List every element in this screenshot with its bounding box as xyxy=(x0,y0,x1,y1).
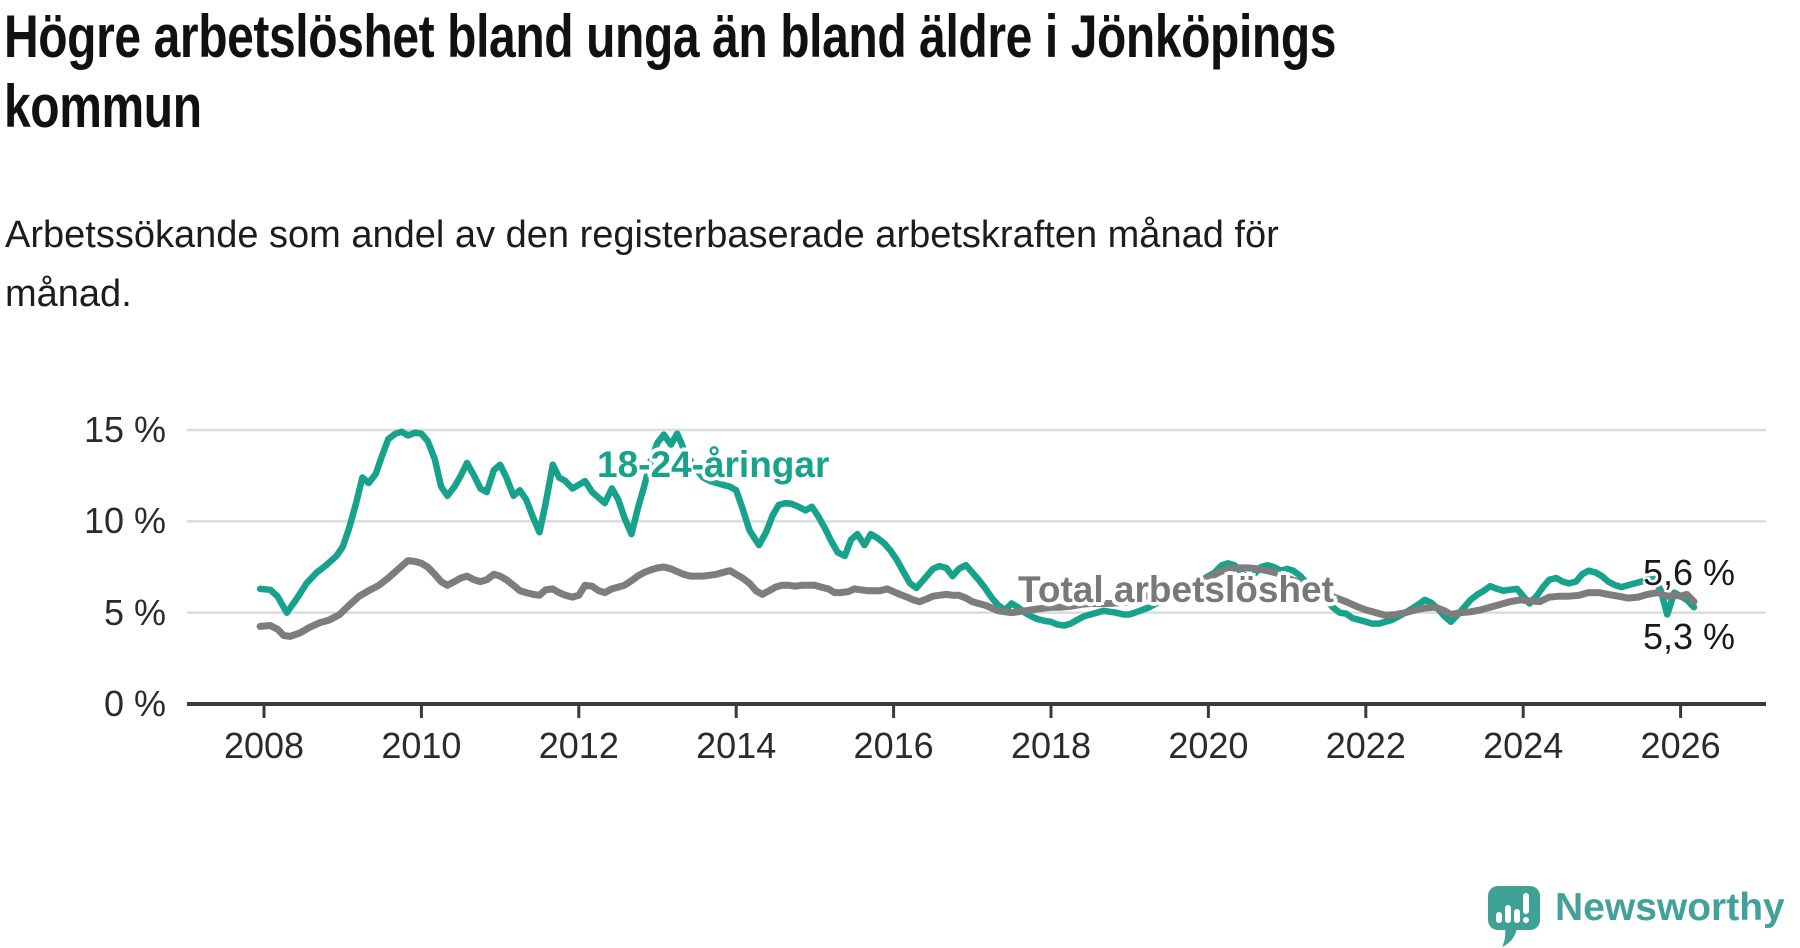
x-tick-label: 2024 xyxy=(1483,725,1564,766)
y-tick-label: 10 % xyxy=(83,500,166,542)
newsworthy-logo-icon xyxy=(1488,886,1540,947)
x-tick-label: 2022 xyxy=(1325,725,1406,766)
chart-subtitle: Arbetssökande som andel av den registerb… xyxy=(5,206,1279,324)
x-tick-label: 2014 xyxy=(696,725,777,766)
y-tick-label: 15 % xyxy=(83,408,166,450)
series-line-18-24 xyxy=(256,428,1698,629)
x-tick-label: 2018 xyxy=(1010,725,1092,766)
x-tick-label: 2012 xyxy=(538,725,619,766)
subtitle-line-2: månad. xyxy=(5,273,132,315)
title-line-2: kommun xyxy=(4,73,202,140)
newsworthy-logo: Newsworthy xyxy=(1488,886,1785,948)
x-tick-label: 2026 xyxy=(1640,725,1721,766)
end-value-label-total: 5,6 % xyxy=(1643,552,1736,593)
series-label-total: Total arbetslöshet xyxy=(1018,569,1334,610)
newsworthy-wordmark: Newsworthy xyxy=(1555,886,1785,929)
series-line-total xyxy=(256,557,1698,640)
title-line-1: Högre arbetslöshet bland unga än bland ä… xyxy=(4,3,1337,70)
x-tick-label: 2020 xyxy=(1168,725,1249,766)
y-tick-label: 0 % xyxy=(103,683,166,724)
x-tick-label: 2016 xyxy=(853,725,934,766)
subtitle-line-1: Arbetssökande som andel av den registerb… xyxy=(5,214,1279,256)
series-label-18-24: 18-24-åringar xyxy=(597,444,830,485)
x-tick-label: 2010 xyxy=(381,725,462,766)
page-title: Högre arbetslöshet bland unga än bland ä… xyxy=(4,2,1336,142)
y-tick-label: 5 % xyxy=(103,591,166,633)
x-tick-label: 2008 xyxy=(223,725,305,766)
end-value-label-youth: 5,3 % xyxy=(1643,616,1736,657)
